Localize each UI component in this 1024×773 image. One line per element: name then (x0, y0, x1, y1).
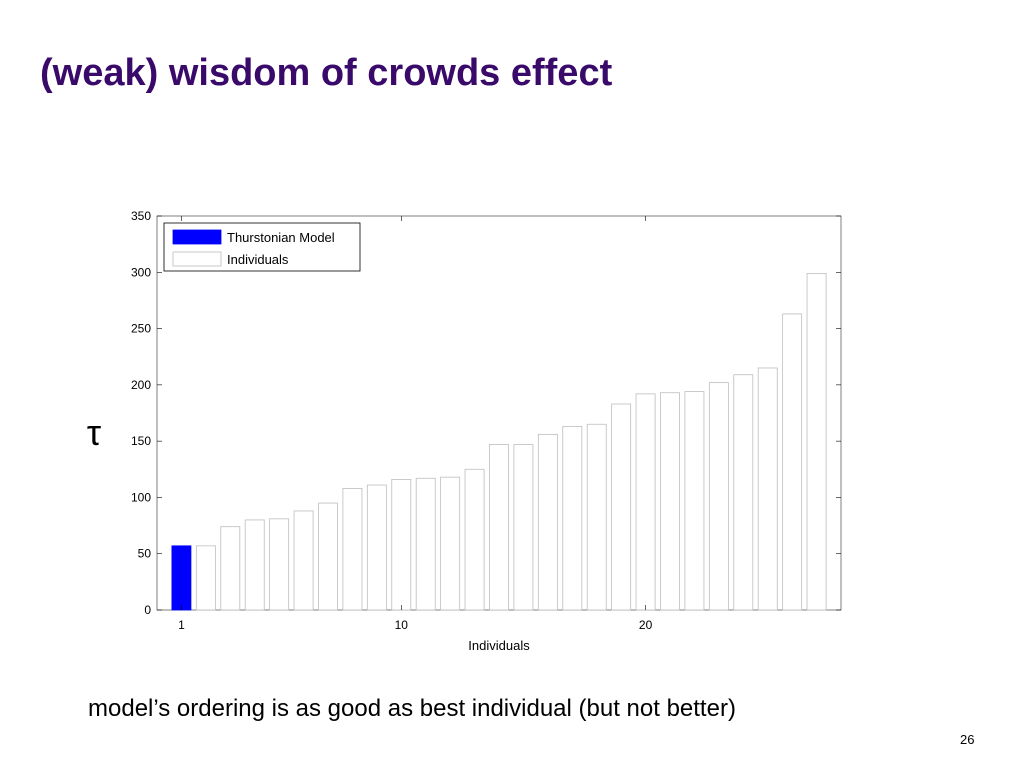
individual-bar (513, 444, 534, 611)
y-tick-label: 100 (131, 490, 151, 504)
legend-label: Individuals (227, 252, 289, 267)
individual-bar (220, 526, 241, 611)
individual-bar (195, 545, 216, 611)
individual-bar (318, 502, 338, 611)
individual-bar (415, 477, 436, 611)
x-tick-label: 10 (395, 618, 409, 632)
individual-bar (635, 393, 656, 611)
y-tick-label: 300 (131, 265, 151, 279)
bars-group (171, 273, 827, 611)
individual-bar (586, 423, 607, 611)
individual-bar (489, 444, 509, 611)
model-bar (171, 545, 192, 611)
y-tick-label: 200 (131, 378, 151, 392)
individual-bar (708, 382, 729, 611)
individual-bar (757, 367, 778, 611)
page-number: 26 (960, 732, 975, 747)
individual-bar (806, 273, 827, 611)
individual-bar (611, 403, 632, 611)
x-axis-label: Individuals (468, 638, 530, 653)
y-tick-label: 0 (144, 603, 151, 617)
y-axis-label: τ (87, 412, 101, 453)
individual-bar (366, 484, 387, 611)
individual-bar (537, 433, 558, 611)
individual-bar (244, 519, 265, 611)
individual-bar (464, 468, 485, 611)
x-axis: 1 10 20 (178, 216, 653, 632)
individual-bar (269, 518, 290, 611)
slide-title: (weak) wisdom of crowds effect (40, 52, 613, 94)
individual-bar (342, 488, 363, 611)
individual-bar (562, 426, 583, 611)
individual-bar (733, 374, 754, 611)
legend-swatch (172, 251, 222, 267)
y-tick-label: 150 (131, 434, 151, 448)
x-tick-label: 1 (178, 618, 185, 632)
individual-bar (782, 313, 803, 611)
y-tick-label: 250 (131, 322, 151, 336)
individual-bar (440, 476, 461, 611)
legend-swatch (172, 229, 222, 245)
y-axis: 0 50 100 150 200 250 300 350 (131, 209, 841, 617)
slide-caption: model’s ordering is as good as best indi… (88, 695, 736, 722)
legend-label: Thurstonian Model (227, 230, 335, 245)
individual-bar (684, 391, 705, 611)
individual-bar (293, 510, 314, 611)
y-tick-label: 50 (138, 547, 152, 561)
x-tick-label: 20 (639, 618, 653, 632)
legend: Thurstonian Model Individuals (163, 222, 361, 272)
y-tick-label: 350 (131, 209, 151, 223)
individual-bar (660, 392, 680, 611)
individual-bar (391, 479, 412, 611)
